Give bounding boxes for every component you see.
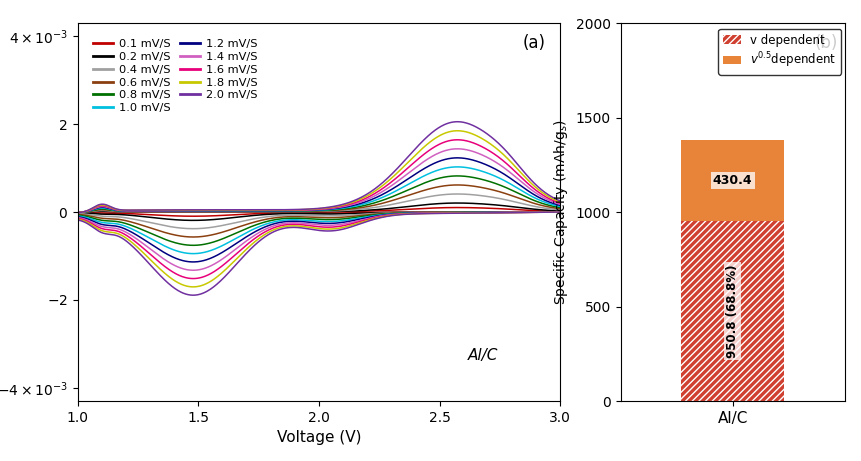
Text: 430.4: 430.4 — [712, 174, 752, 187]
Text: 950.8 (68.8%): 950.8 (68.8%) — [725, 265, 739, 358]
X-axis label: Voltage (V): Voltage (V) — [276, 431, 361, 445]
Bar — [680, 140, 784, 221]
Legend: v dependent, $v^{0.5}$dependent: v dependent, $v^{0.5}$dependent — [717, 29, 840, 75]
Text: (a): (a) — [523, 35, 545, 53]
Bar — [680, 221, 784, 401]
Text: Al/C: Al/C — [468, 348, 498, 363]
Y-axis label: Specific Capacity (mAh/g$_s$): Specific Capacity (mAh/g$_s$) — [552, 119, 570, 305]
Legend: 0.1 mV/S, 0.2 mV/S, 0.4 mV/S, 0.6 mV/S, 0.8 mV/S, 1.0 mV/S, 1.2 mV/S, 1.4 mV/S, : 0.1 mV/S, 0.2 mV/S, 0.4 mV/S, 0.6 mV/S, … — [88, 35, 262, 118]
Text: (b): (b) — [814, 35, 837, 53]
